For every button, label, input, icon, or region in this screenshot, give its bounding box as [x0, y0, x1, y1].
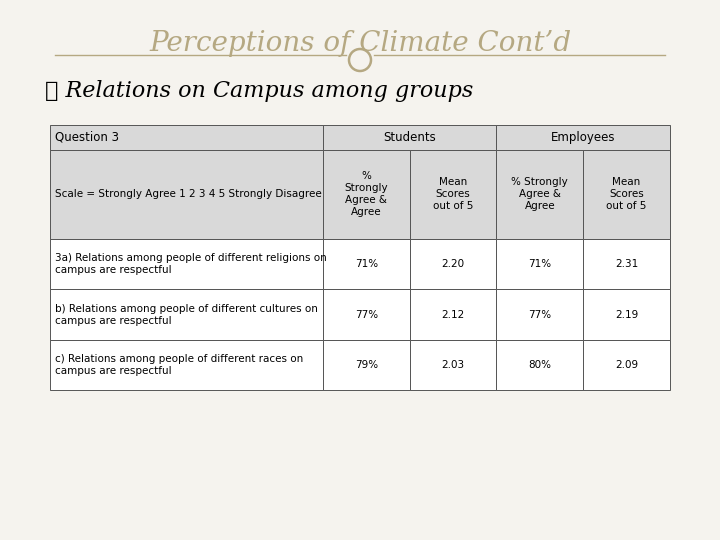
Bar	[323, 340, 410, 390]
Text: 3a) Relations among people of different religions on
campus are respectful: 3a) Relations among people of different …	[55, 253, 327, 275]
Text: Students: Students	[383, 131, 436, 144]
Bar	[496, 150, 583, 239]
Text: 71%: 71%	[528, 259, 552, 269]
Text: c) Relations among people of different races on
campus are respectful: c) Relations among people of different r…	[55, 354, 303, 376]
Text: Employees: Employees	[551, 131, 616, 144]
Bar	[50, 239, 323, 289]
Text: 77%: 77%	[528, 309, 552, 320]
Text: 2.31: 2.31	[615, 259, 638, 269]
Bar	[496, 340, 583, 390]
Text: Question 3: Question 3	[55, 131, 119, 144]
Text: 71%: 71%	[355, 259, 378, 269]
Bar	[323, 150, 410, 239]
Bar	[323, 289, 410, 340]
Text: Mean
Scores
out of 5: Mean Scores out of 5	[433, 177, 473, 211]
Bar	[323, 125, 496, 150]
Text: 2.20: 2.20	[441, 259, 464, 269]
Bar	[50, 150, 323, 239]
Text: Mean
Scores
out of 5: Mean Scores out of 5	[606, 177, 647, 211]
Bar	[410, 340, 496, 390]
Bar	[50, 340, 323, 390]
Text: 2.03: 2.03	[441, 360, 464, 370]
Text: 2.09: 2.09	[615, 360, 638, 370]
Bar	[50, 125, 323, 150]
Bar	[583, 289, 670, 340]
Text: %
Strongly
Agree &
Agree: % Strongly Agree & Agree	[344, 171, 388, 217]
Bar	[50, 289, 323, 340]
Text: 77%: 77%	[355, 309, 378, 320]
Bar	[583, 340, 670, 390]
Text: b) Relations among people of different cultures on
campus are respectful: b) Relations among people of different c…	[55, 303, 318, 326]
Bar	[496, 239, 583, 289]
Bar	[410, 289, 496, 340]
Text: 2.12: 2.12	[441, 309, 464, 320]
Text: 80%: 80%	[528, 360, 552, 370]
Bar	[410, 150, 496, 239]
Bar	[410, 239, 496, 289]
Text: 2.19: 2.19	[615, 309, 638, 320]
Text: Perceptions of Climate Cont’d: Perceptions of Climate Cont’d	[149, 30, 571, 57]
Bar	[323, 239, 410, 289]
Text: Scale = Strongly Agree 1 2 3 4 5 Strongly Disagree: Scale = Strongly Agree 1 2 3 4 5 Strongl…	[55, 190, 322, 199]
Bar	[583, 150, 670, 239]
Text: ⚓ Relations on Campus among groups: ⚓ Relations on Campus among groups	[45, 80, 473, 102]
Text: 79%: 79%	[355, 360, 378, 370]
Text: % Strongly
Agree &
Agree: % Strongly Agree & Agree	[511, 177, 568, 211]
Bar	[496, 289, 583, 340]
Bar	[496, 125, 670, 150]
Bar	[583, 239, 670, 289]
